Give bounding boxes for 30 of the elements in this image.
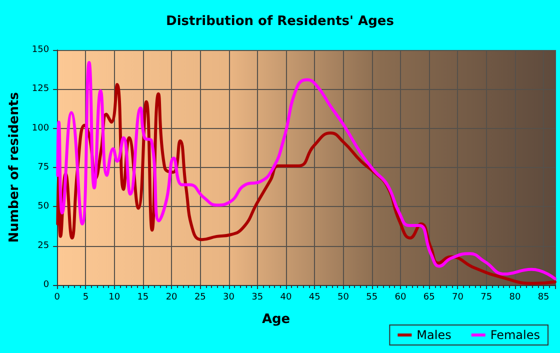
x-tick-label: 30 <box>223 292 235 302</box>
y-tick-label: 50 <box>38 202 50 212</box>
y-tick-label: 125 <box>32 84 50 94</box>
x-tick-label: 50 <box>338 292 350 302</box>
y-axis-title: Number of residents <box>7 92 22 243</box>
y-tick-label: 0 <box>43 280 50 290</box>
x-tick-label: 0 <box>54 292 60 302</box>
x-tick-label: 40 <box>280 292 292 302</box>
chart-title: Distribution of Residents' Ages <box>166 14 394 29</box>
y-tick-label: 25 <box>38 240 50 251</box>
x-tick-label: 75 <box>480 292 492 302</box>
x-tick-label: 5 <box>82 292 89 302</box>
x-tick-label: 45 <box>308 292 320 302</box>
x-tick-label: 20 <box>166 292 178 302</box>
y-tick-label: 150 <box>32 45 50 55</box>
x-tick-label: 60 <box>394 292 406 302</box>
x-tick-label: 85 <box>538 292 550 302</box>
x-tick-label: 15 <box>137 292 149 302</box>
y-tick-label: 75 <box>38 162 50 172</box>
x-tick-label: 35 <box>252 292 264 302</box>
x-tick-label: 80 <box>509 292 521 302</box>
x-tick-label: 65 <box>423 292 435 302</box>
x-tick-label: 55 <box>366 292 378 302</box>
x-tick-label: 25 <box>194 292 206 302</box>
legend-label: Females <box>490 328 540 342</box>
x-tick-label: 70 <box>452 292 464 302</box>
legend-label: Males <box>416 328 452 342</box>
x-tick-label: 10 <box>108 292 120 302</box>
y-tick-label: 100 <box>32 123 50 134</box>
x-axis-title: Age <box>262 312 290 327</box>
